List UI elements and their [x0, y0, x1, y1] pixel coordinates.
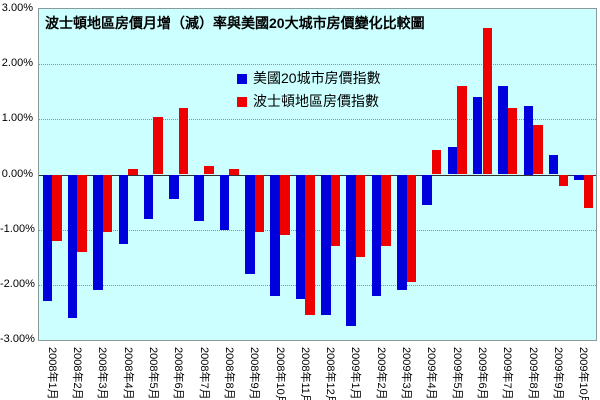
bar-us20 [498, 86, 508, 175]
bar-boston [128, 169, 138, 175]
x-axis-label: 2008年1月 [46, 347, 58, 400]
x-axis-label: 2009年5月 [451, 347, 463, 400]
bar-boston [507, 108, 518, 175]
bar-us20 [143, 174, 154, 219]
x-axis-label: 2009年6月 [476, 347, 488, 400]
y-axis-label: -1.00% [0, 223, 35, 235]
bar-us20 [42, 174, 53, 302]
bar-boston [583, 174, 594, 208]
x-axis-label: 2008年5月 [147, 347, 159, 400]
legend-label-boston: 波士頓地區房價指數 [253, 93, 379, 109]
bar-boston [52, 174, 62, 241]
y-axis-label: 3.00% [1, 2, 33, 14]
bar-us20 [169, 174, 179, 200]
x-axis-label: 2009年3月 [400, 347, 412, 400]
x-axis-label: 2008年3月 [96, 347, 108, 400]
bar-boston [254, 174, 265, 233]
y-axis-label: 0.00% [1, 168, 33, 180]
chart-title: 波士頓地區房價月增（減）率與美國20大城市房價變化比較圖 [45, 15, 425, 31]
x-axis-label: 2008年10月 [274, 347, 286, 400]
bar-boston [533, 124, 543, 175]
bar-boston [280, 174, 290, 236]
bar-boston [330, 174, 341, 247]
bar-us20 [397, 174, 407, 291]
bar-boston [431, 149, 442, 175]
bar-us20 [118, 174, 129, 244]
y-axis-label: -3.00% [0, 333, 35, 345]
bar-us20 [523, 105, 534, 175]
x-axis-label: 2008年6月 [172, 347, 184, 400]
bar-us20 [67, 174, 78, 318]
bar-us20 [93, 174, 103, 291]
bar-boston [305, 174, 315, 316]
bar-us20 [194, 174, 204, 222]
legend-item-boston: 波士頓地區房價指數 [237, 94, 379, 109]
legend-swatch-us20-icon [237, 73, 247, 84]
bar-us20 [346, 174, 356, 327]
bar-us20 [219, 174, 230, 230]
bar-boston [178, 108, 189, 175]
bar-us20 [321, 174, 331, 316]
legend-label-us20: 美國20城市房價指數 [253, 70, 381, 86]
gridline [39, 285, 596, 286]
plot-area: 波士頓地區房價月增（減）率與美國20大城市房價變化比較圖 美國20城市房價指數 … [38, 8, 597, 341]
bar-us20 [548, 155, 559, 175]
x-axis-label: 2009年1月 [349, 347, 361, 400]
x-axis-label: 2008年8月 [223, 347, 235, 400]
x-axis-label: 2009年9月 [552, 347, 564, 400]
bar-boston [558, 174, 569, 186]
x-axis-label: 2008年11月 [299, 347, 311, 400]
bar-boston [204, 166, 214, 175]
bar-boston [482, 28, 493, 175]
gridline [39, 64, 596, 65]
x-axis-label: 2008年2月 [71, 347, 83, 400]
bar-us20 [295, 174, 306, 299]
x-axis-label: 2009年7月 [501, 347, 513, 400]
x-axis-label: 2008年12月 [324, 347, 336, 400]
bar-boston [153, 116, 163, 175]
bar-boston [229, 169, 239, 175]
y-axis-label: 2.00% [1, 57, 33, 69]
x-axis-label: 2009年4月 [425, 347, 437, 400]
bar-us20 [245, 174, 255, 274]
gridline [39, 119, 596, 120]
x-axis-label: 2008年7月 [198, 347, 210, 400]
x-axis-label: 2009年8月 [527, 347, 539, 400]
bar-us20 [447, 146, 458, 175]
bar-us20 [270, 174, 280, 296]
zero-axis-line [39, 175, 596, 176]
legend-item-us20: 美國20城市房價指數 [237, 71, 381, 86]
bar-us20 [422, 174, 432, 205]
y-axis-label: 1.00% [1, 112, 33, 124]
bar-us20 [371, 174, 382, 296]
x-axis-label: 2009年2月 [375, 347, 387, 400]
bar-boston [457, 86, 467, 175]
x-axis-label: 2009年10月 [577, 347, 589, 400]
x-axis-label: 2008年4月 [122, 347, 134, 400]
x-axis-label: 2008年9月 [248, 347, 260, 400]
legend-swatch-boston-icon [237, 96, 247, 107]
bar-us20 [574, 174, 584, 180]
gridline [39, 230, 596, 231]
bar-boston [381, 174, 391, 247]
bar-us20 [472, 97, 483, 175]
bar-boston [102, 174, 113, 233]
bar-boston [406, 174, 417, 283]
y-axis-label: -2.00% [0, 278, 35, 290]
bar-boston [355, 174, 366, 258]
bar-boston [77, 174, 87, 252]
